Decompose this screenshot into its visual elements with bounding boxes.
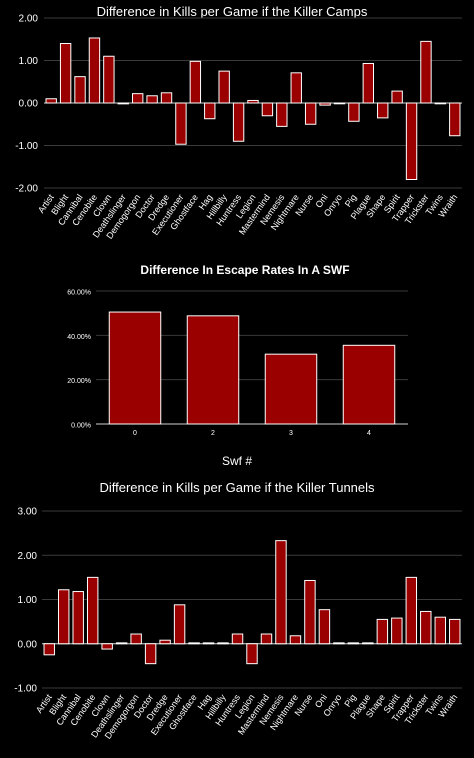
- bar-executioner: [175, 102, 187, 145]
- bar-nightmare: [289, 635, 302, 645]
- y-tick-label: 2.00: [18, 551, 38, 562]
- bar-pig: [348, 102, 360, 122]
- bar-doctor: [144, 643, 157, 665]
- bar-plague: [362, 642, 374, 645]
- bar-2: [186, 315, 240, 425]
- bar-hillbilly: [218, 70, 230, 104]
- x-tick-label: 2: [211, 430, 215, 437]
- chart-camps: Difference in Kills per Game if the Kill…: [15, 4, 462, 241]
- x-tick-label: 0: [133, 430, 137, 437]
- bar-0: [108, 311, 162, 425]
- bar-nurse: [304, 102, 317, 125]
- bar-legion: [247, 99, 259, 104]
- bar-trapper: [405, 576, 418, 645]
- y-tick-labels: 2.00 1.00 0.00 -1.00 -2.00: [15, 14, 38, 195]
- bar-twins: [434, 102, 447, 105]
- bar-wraith: [449, 102, 461, 137]
- bar-cannibal: [72, 591, 84, 645]
- bar-ghostface: [188, 642, 200, 645]
- chart-title: Difference in Kills per Game if the Kill…: [99, 480, 375, 495]
- y-tick-label: 3.00: [18, 507, 38, 518]
- bar-mastermind: [261, 102, 274, 117]
- bar-oni: [319, 102, 331, 106]
- bar-nightmare: [290, 72, 302, 104]
- bars: [43, 540, 461, 665]
- bar-nemesis: [275, 540, 287, 645]
- bar-onryo: [333, 102, 346, 105]
- bar-hag: [202, 642, 215, 645]
- bar-clown: [101, 643, 113, 650]
- bars: [108, 311, 396, 425]
- bar-artist: [45, 98, 57, 104]
- bar-demogorgon: [132, 93, 144, 104]
- y-tick-label: 0.00: [19, 99, 39, 110]
- bar-pig: [347, 642, 360, 645]
- bar-shape: [377, 102, 389, 119]
- bar-huntress: [231, 633, 244, 645]
- bar-blight: [59, 43, 72, 104]
- chart-title: Difference In Escape Rates In A SWF: [140, 263, 349, 277]
- bar-wraith: [449, 618, 461, 645]
- x-tick-labels: 0 2 3 4: [133, 430, 371, 437]
- x-tick-labels: ArtistBlightCannibalCenobiteClownDeathsl…: [34, 692, 459, 741]
- bar-demogorgon: [130, 633, 142, 645]
- bar-ghostface: [189, 60, 202, 104]
- bar-3: [264, 353, 318, 425]
- y-tick-label: 1.00: [18, 595, 38, 606]
- bar-hag: [204, 102, 216, 120]
- bar-twins: [434, 616, 446, 645]
- bar-shape: [376, 618, 389, 645]
- bar-onryo: [333, 642, 345, 645]
- x-tick-labels: ArtistBlightCannibalCenobiteClownDeathsl…: [36, 192, 460, 241]
- bar-trickster: [420, 610, 432, 645]
- bar-dredge: [159, 639, 171, 645]
- x-axis-label: Swf #: [222, 454, 252, 468]
- bar-nurse: [304, 579, 316, 645]
- bar-cenobite: [86, 576, 99, 645]
- y-tick-label: -1.00: [14, 684, 37, 695]
- y-tick-label: 1.00: [19, 56, 39, 67]
- bar-executioner: [173, 604, 186, 645]
- bar-trapper: [405, 102, 418, 180]
- chart-tunnels: Difference in Kills per Game if the Kill…: [14, 480, 462, 741]
- x-tick-label: 3: [289, 430, 293, 437]
- bar-trickster: [420, 40, 432, 104]
- y-tick-label: 60.00%: [67, 290, 91, 297]
- y-tick-label: 2.00: [19, 14, 39, 25]
- bar-legion: [246, 643, 258, 665]
- y-tick-labels: 3.00 2.00 1.00 0.00 -1.00: [14, 507, 37, 695]
- bar-plague: [362, 62, 374, 104]
- y-tick-label: 40.00%: [67, 334, 91, 341]
- bar-nemesis: [276, 102, 288, 127]
- bar-cannibal: [74, 76, 86, 104]
- bar-clown: [103, 55, 115, 104]
- bar-doctor: [146, 95, 158, 104]
- bar-dredge: [160, 92, 173, 104]
- bar-cenobite: [88, 37, 101, 104]
- bar-hillbilly: [217, 642, 229, 645]
- bar-deathslinger: [115, 642, 128, 645]
- y-tick-label: 0.00: [18, 639, 38, 650]
- bar-spirit: [391, 90, 403, 104]
- bar-mastermind: [260, 633, 273, 645]
- x-tick-label: 4: [367, 430, 371, 437]
- y-tick-label: -1.00: [15, 141, 38, 152]
- bars: [45, 37, 461, 180]
- y-tick-label: 0.00%: [71, 423, 91, 430]
- bar-4: [342, 344, 396, 425]
- y-tick-label: -2.00: [15, 184, 38, 195]
- chart-swf-escape-rates: Difference In Escape Rates In A SWF 60.0…: [67, 263, 408, 468]
- bar-spirit: [391, 617, 403, 645]
- bar-oni: [318, 609, 331, 645]
- bar-deathslinger: [117, 102, 129, 105]
- chart-title: Difference in Kills per Game if the Kill…: [97, 4, 368, 19]
- bar-blight: [58, 589, 70, 645]
- y-tick-labels: 60.00% 40.00% 20.00% 0.00%: [67, 290, 91, 430]
- bar-huntress: [232, 102, 245, 142]
- y-tick-label: 20.00%: [67, 378, 91, 385]
- bar-artist: [43, 643, 55, 656]
